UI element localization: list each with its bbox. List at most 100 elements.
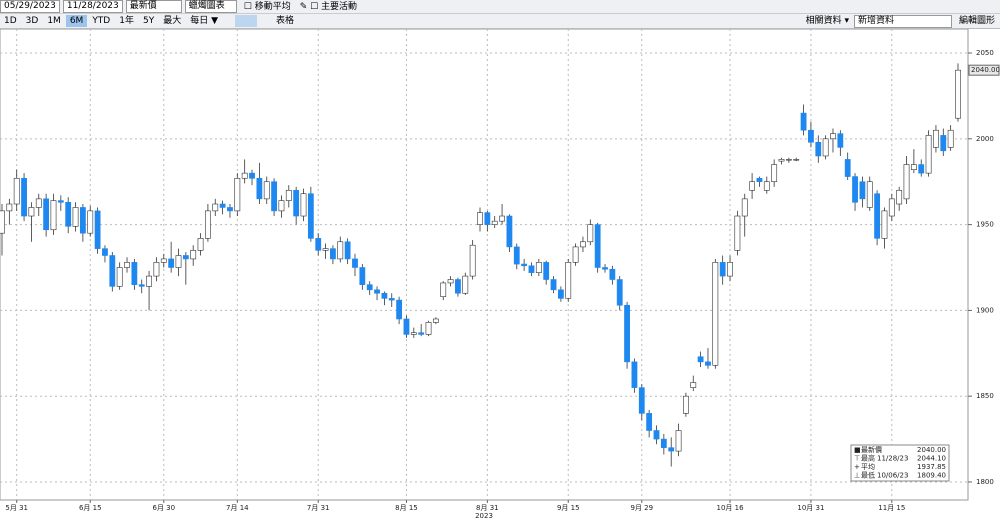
candle-body <box>388 298 395 301</box>
y-tick-label: 1800 <box>976 478 994 486</box>
candle-body <box>734 215 741 251</box>
related-data[interactable]: 相關資料 ▾ <box>805 16 849 26</box>
candle-body <box>21 177 27 217</box>
candle-body <box>94 210 101 249</box>
candle-body <box>646 413 653 431</box>
candle-body <box>763 181 770 191</box>
candle-body <box>499 215 505 222</box>
add-data[interactable]: 新增資料 <box>853 14 952 28</box>
candle-body <box>874 193 881 239</box>
candle-body <box>749 181 755 191</box>
period-button[interactable]: 1年 <box>119 16 134 26</box>
candle-body <box>785 159 792 161</box>
candle-body <box>131 262 138 285</box>
period-button[interactable]: 每日 ▼ <box>190 16 219 26</box>
candle-body <box>109 255 116 287</box>
legend-symbol: ⊥ <box>854 472 860 480</box>
candle-body <box>366 284 373 291</box>
candle-body <box>602 267 608 270</box>
plot-area <box>0 29 969 501</box>
candle-body <box>418 332 425 335</box>
candle-body <box>256 177 263 200</box>
candle-body <box>352 258 358 268</box>
candle-body <box>800 112 807 131</box>
legend-date: 11/28/23 <box>877 455 908 463</box>
x-tick-label: 5月 31 <box>5 504 28 512</box>
candle-body <box>477 212 483 225</box>
candle-body <box>263 181 270 200</box>
legend: ■ 最新價 2040.00 ⊤ 最高 11/28/23 2044.10 + 平均 1937.85 ⊥… <box>850 444 950 482</box>
candle-body <box>28 207 35 217</box>
y-tick-label: 2000 <box>976 135 994 143</box>
candle-body <box>668 447 675 452</box>
candle-body <box>315 238 322 251</box>
last-price-tag <box>968 64 1000 76</box>
candle-body <box>955 69 961 119</box>
moving-average[interactable]: ☐ 移動平均 <box>243 1 291 12</box>
legend-box <box>850 444 950 482</box>
candle-body <box>241 172 248 179</box>
period-button[interactable]: 6M <box>65 15 88 27</box>
candle-body <box>587 224 594 243</box>
candle-body <box>35 198 42 208</box>
candle-body <box>741 198 748 217</box>
edit-chart[interactable]: 編輯圖形 <box>958 16 995 26</box>
candle-body <box>683 395 689 414</box>
candle-body <box>337 241 344 260</box>
period-button[interactable]: YTD <box>92 16 111 26</box>
candle-body <box>330 248 336 260</box>
candle-body <box>675 430 682 452</box>
legend-value: 2044.10 <box>917 455 946 463</box>
candle-body <box>79 207 86 234</box>
candle-body <box>543 262 550 280</box>
y-tick-label: 2050 <box>976 49 994 57</box>
candle-body <box>57 200 64 203</box>
y-tick-label: 1950 <box>976 221 994 229</box>
x-tick-label: 7月 14 <box>226 504 249 512</box>
candle-body <box>462 275 469 294</box>
end-date[interactable]: 11/28/2023 <box>62 0 123 13</box>
start-date[interactable]: 05/29/2023 <box>0 0 60 13</box>
color-picker[interactable] <box>235 15 258 27</box>
candle-body <box>888 198 895 217</box>
period-button[interactable]: 3D <box>25 16 39 26</box>
candle-body <box>653 430 660 440</box>
candle-body <box>638 387 645 414</box>
candle-body <box>896 189 903 205</box>
candle-body <box>381 292 388 299</box>
toolbar: 05/29/2023 11/28/2023 最新價 蠟燭圖表 ☐ 移動平均 ✎ … <box>0 0 1000 14</box>
x-tick-label: 10月 16 <box>717 504 745 512</box>
chart: 2023 1800 1850 1900 1950 2000 2050 5月 31 6月 15 6… <box>0 29 1000 520</box>
candle-body <box>455 279 461 294</box>
candle-body <box>727 262 733 277</box>
candle-body <box>469 244 476 277</box>
candle-body <box>102 248 108 256</box>
period-button[interactable]: 1D <box>4 16 17 26</box>
legend-label: 最新價 <box>861 445 882 454</box>
table-button[interactable]: 表格 <box>276 16 295 26</box>
candle-body <box>697 356 704 363</box>
candle-body <box>271 181 277 212</box>
period-button[interactable]: 5Y <box>142 16 155 26</box>
field-select[interactable]: 最新價 <box>125 0 182 13</box>
key-events[interactable]: ✎ ☐ 主要活動 <box>299 1 358 12</box>
candle-body <box>300 193 307 217</box>
candle-body <box>609 268 616 280</box>
candle-body <box>616 279 623 306</box>
candle-body <box>249 172 255 179</box>
candle-body <box>197 238 204 251</box>
period-button[interactable]: 最大 <box>163 16 182 26</box>
candle-body <box>535 262 542 273</box>
period-button[interactable]: 1M <box>47 16 61 26</box>
candle-body <box>925 135 932 174</box>
candle-body <box>403 318 410 335</box>
chart-style[interactable]: 蠟燭圖表 <box>184 0 237 13</box>
candle-body <box>910 164 917 170</box>
candle-body <box>793 159 800 161</box>
x-tick-label: 6月 30 <box>152 504 175 512</box>
candle-body <box>557 289 564 299</box>
x-tick-label: 6月 15 <box>79 504 102 512</box>
candle-body <box>285 189 292 201</box>
candle-body <box>432 318 439 323</box>
